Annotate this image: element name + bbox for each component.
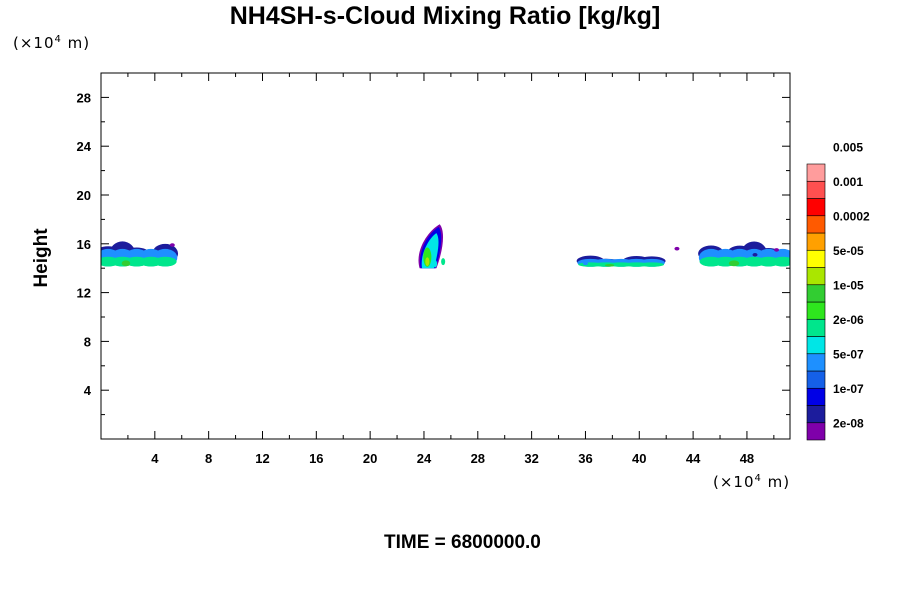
x-tick-label: 16 (309, 451, 323, 466)
cloud-speck (752, 252, 758, 257)
colorbar-swatch (806, 215, 826, 234)
y-tick-label: 16 (77, 237, 91, 252)
x-tick-label: 12 (255, 451, 269, 466)
cloud-layer (153, 256, 177, 267)
colorbar-swatch (806, 249, 826, 268)
y-tick-label: 20 (77, 188, 91, 203)
colorbar: 2e-08 1e-07 5e-07 2e-06 1e-05 5e-05 0.0002 0.00… (806, 140, 870, 441)
y-axis-unit: (×104 m) (13, 34, 91, 52)
colorbar-swatch (806, 232, 826, 251)
colorbar-swatch (806, 301, 826, 320)
colorbar-swatch (806, 318, 826, 337)
colorbar-swatch (806, 405, 826, 424)
colorbar-swatch (806, 387, 826, 406)
colorbar-swatch (806, 180, 826, 199)
cloud-speck (582, 261, 588, 266)
y-axis: 4 8 12 16 20 24 28 (77, 90, 790, 416)
x-tick-label: 4 (151, 451, 159, 466)
colorbar-swatch (806, 163, 826, 182)
cloud-layer (771, 256, 790, 267)
colorbar-swatch (806, 198, 826, 217)
colorbar-label: 5e-07 (833, 347, 864, 361)
cloud-core (425, 257, 430, 267)
cloud-speck (674, 246, 680, 251)
colorbar-label: 0.005 (833, 140, 863, 154)
x-tick-label: 36 (578, 451, 592, 466)
colorbar-label: 0.0002 (833, 209, 870, 223)
y-tick-label: 28 (77, 90, 91, 105)
cloud-fragment (441, 258, 446, 266)
x-tick-label: 8 (205, 451, 212, 466)
colorbar-label: 2e-08 (833, 416, 864, 430)
time-readout: TIME = 6800000.0 (384, 532, 541, 553)
colorbar-label: 1e-05 (833, 278, 864, 292)
x-tick-label: 20 (363, 451, 377, 466)
x-tick-label: 44 (686, 451, 701, 466)
y-tick-label: 12 (77, 286, 91, 301)
colorbar-swatch (806, 353, 826, 372)
cloud-core (121, 260, 131, 267)
cloud-regions (101, 224, 790, 269)
colorbar-swatch (806, 336, 826, 355)
colorbar-swatch (806, 267, 826, 286)
x-axis-unit: (×104 m) (713, 473, 791, 491)
x-tick-label: 40 (632, 451, 646, 466)
x-tick-label: 28 (471, 451, 485, 466)
x-tick-label: 32 (524, 451, 538, 466)
colorbar-swatch (806, 370, 826, 389)
colorbar-label: 2e-06 (833, 313, 864, 327)
cloud-layer (639, 262, 665, 267)
colorbar-label: 0.001 (833, 175, 863, 189)
cloud-fragment (433, 260, 438, 268)
cloud-speck (169, 243, 175, 247)
x-tick-label: 24 (417, 451, 432, 466)
cloud-core (728, 260, 740, 267)
x-axis: 4 8 12 16 20 24 28 32 36 40 44 48 (127, 73, 775, 466)
y-tick-label: 4 (84, 383, 92, 398)
colorbar-label: 5e-05 (833, 244, 864, 258)
colorbar-swatch (806, 422, 826, 441)
colorbar-label: 1e-07 (833, 382, 864, 396)
cloud-core (605, 264, 615, 267)
plot-frame (100, 72, 791, 440)
y-tick-label: 24 (77, 139, 92, 154)
chart-title: NH4SH-s-Cloud Mixing Ratio [kg/kg] (229, 2, 661, 30)
y-tick-label: 8 (84, 334, 91, 349)
x-tick-label: 48 (740, 451, 754, 466)
colorbar-swatch (806, 284, 826, 303)
cloud-speck (774, 248, 780, 252)
